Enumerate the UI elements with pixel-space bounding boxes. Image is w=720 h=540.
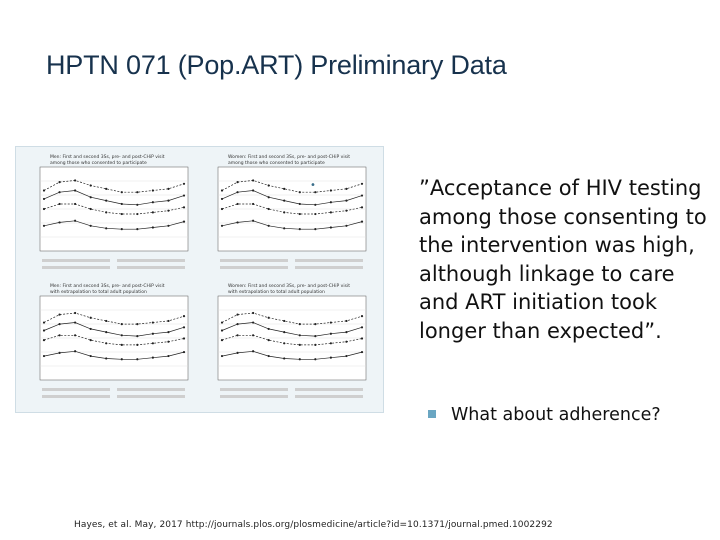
sub-bullet-marker — [428, 410, 436, 418]
panel-legend-entry — [117, 266, 185, 269]
panel-series-line — [221, 334, 363, 346]
panel-series-line — [43, 334, 185, 346]
panel-legend-entry — [42, 259, 110, 262]
panel-marker — [105, 187, 108, 190]
panel-series-line — [221, 190, 363, 206]
panel-series-line — [43, 180, 185, 193]
panel-marker — [120, 343, 123, 346]
panel-series-line — [221, 220, 363, 230]
panel-marker — [283, 319, 286, 323]
panel-legend-entry — [220, 395, 288, 398]
panel-subtitle: with extrapolation to total adult popula… — [228, 289, 325, 295]
panel-series-line — [221, 203, 363, 215]
panel-marker — [105, 319, 108, 323]
panel-marker — [151, 342, 154, 345]
panel-series-line — [221, 350, 363, 360]
panel-marker — [136, 323, 139, 326]
panel-marker — [360, 206, 364, 209]
panel-marker — [236, 334, 239, 337]
citation: Hayes, et al. May, 2017 http://journals.… — [74, 520, 553, 530]
panel-marker — [58, 313, 61, 316]
panel-marker — [167, 187, 170, 190]
panel-marker — [182, 337, 186, 340]
panel-marker — [283, 187, 286, 190]
panel-marker — [120, 212, 123, 216]
panel-series-line — [221, 322, 363, 337]
cascade-figure-graphic: Men: First and second 3Ss, pre- and post… — [39, 154, 367, 398]
panel-series-line — [43, 203, 185, 215]
panel-series-line — [43, 220, 185, 230]
panel-legend-entry — [42, 388, 110, 391]
panel-marker — [360, 350, 364, 354]
panel-legend-entry — [295, 395, 363, 398]
panel-marker — [136, 191, 139, 194]
bullet-quote: ”Acceptance of HIV testing among those c… — [419, 176, 707, 343]
panel-series-line — [221, 180, 363, 193]
panel-legend-entry — [117, 259, 185, 262]
cascade-figure: Men: First and second 3Ss, pre- and post… — [15, 146, 384, 413]
panel-legend-entry — [295, 388, 363, 391]
panel-series-line — [221, 312, 363, 325]
panel-marker — [151, 211, 154, 214]
panel-marker — [298, 343, 301, 346]
panel-marker — [345, 187, 348, 190]
panel-marker — [360, 182, 364, 185]
sub-bullet-text: What about adherence? — [451, 405, 661, 425]
panel-legend-entry — [220, 259, 288, 262]
panel-marker — [182, 182, 186, 185]
panel-legend-entry — [295, 259, 363, 262]
panel-legend-entry — [117, 388, 185, 391]
panel-series-line — [43, 350, 185, 360]
panel-marker — [360, 337, 364, 340]
panel-marker — [329, 211, 332, 214]
panel-marker — [182, 315, 186, 318]
slide-title: HPTN 071 (Pop.ART) Preliminary Data — [46, 50, 507, 80]
panel-marker — [267, 207, 270, 211]
panel-marker — [89, 339, 92, 342]
panel-subtitle: with extrapolation to total adult popula… — [50, 289, 147, 295]
panel-marker — [314, 191, 317, 194]
panel-subtitle: among those who consented to participate — [228, 160, 325, 166]
panel-marker — [329, 342, 332, 345]
panel-legend-entry — [220, 388, 288, 391]
panel-legend-entry — [295, 266, 363, 269]
panel-marker — [267, 339, 270, 342]
panel-series-line — [43, 190, 185, 206]
panel-marker — [182, 206, 186, 209]
panel-legend-entry — [220, 266, 288, 269]
panel-series-line — [43, 322, 185, 337]
panel-title: Men: First and second 3Ss, pre- and post… — [50, 154, 165, 160]
panel-subtitle: among those who consented to participate — [50, 160, 147, 166]
panel-marker — [314, 323, 317, 326]
panel-title: Men: First and second 3Ss, pre- and post… — [50, 283, 165, 289]
bullet-marker: • — [310, 180, 316, 191]
panel-marker — [236, 313, 239, 316]
panel-series-line — [43, 312, 185, 325]
panel-marker — [298, 212, 301, 216]
panel-legend-entry — [117, 395, 185, 398]
panel-title: Women: First and second 3Ss, pre- and po… — [228, 283, 350, 289]
panel-legend-entry — [42, 266, 110, 269]
panel-marker — [58, 334, 61, 337]
panel-marker — [360, 315, 364, 318]
panel-marker — [182, 350, 186, 354]
panel-title: Women: First and second 3Ss, pre- and po… — [228, 154, 350, 160]
panel-legend-entry — [42, 395, 110, 398]
panel-marker — [89, 207, 92, 211]
